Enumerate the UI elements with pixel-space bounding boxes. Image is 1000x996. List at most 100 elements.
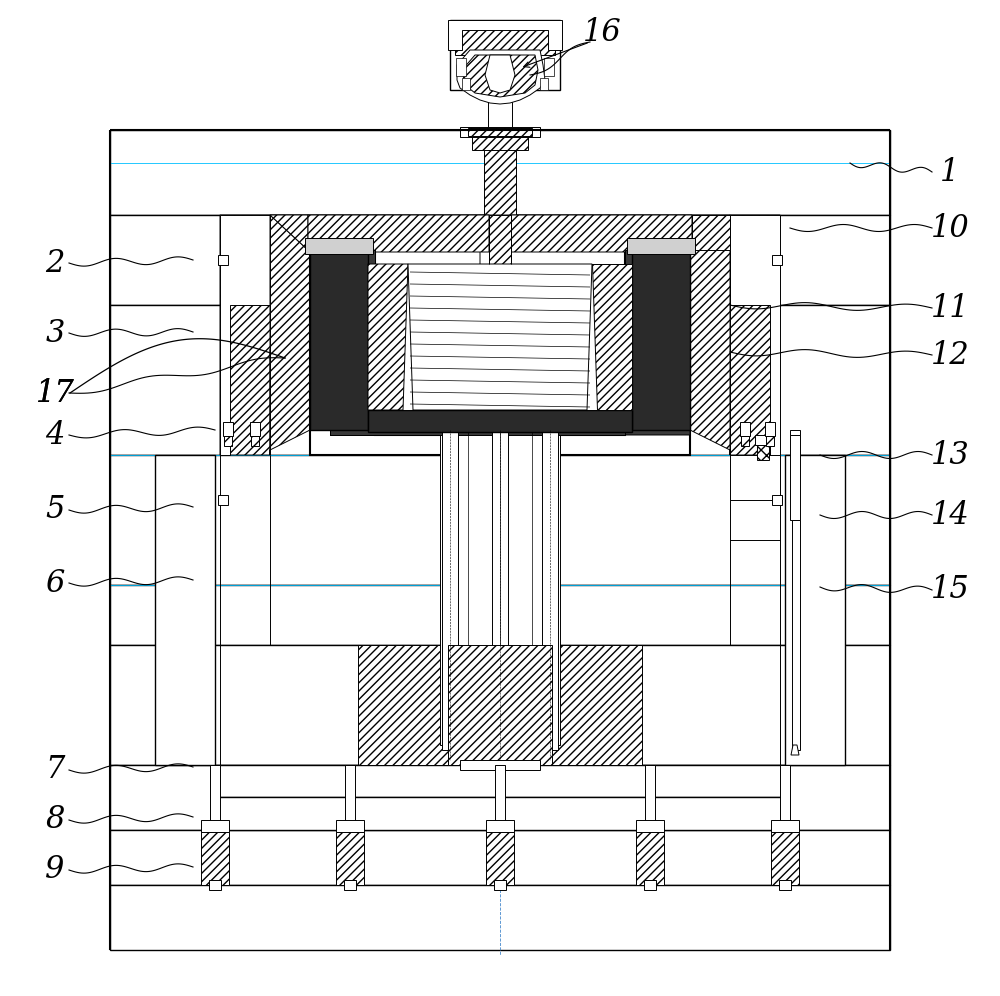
Text: 12: 12 xyxy=(931,340,969,371)
Polygon shape xyxy=(270,215,310,455)
Bar xyxy=(440,430,560,745)
Polygon shape xyxy=(489,215,511,264)
Bar xyxy=(250,422,260,436)
Polygon shape xyxy=(270,215,308,250)
Bar xyxy=(772,495,782,505)
Bar xyxy=(645,765,655,830)
Bar xyxy=(442,430,458,750)
Bar xyxy=(224,436,232,446)
Bar xyxy=(780,765,790,830)
Bar xyxy=(201,820,229,832)
Polygon shape xyxy=(368,264,408,410)
Bar xyxy=(462,78,470,90)
Polygon shape xyxy=(220,215,270,455)
Bar xyxy=(358,645,448,765)
Bar xyxy=(336,820,364,832)
Bar xyxy=(110,130,890,215)
Bar xyxy=(215,797,785,830)
Bar xyxy=(472,130,528,150)
Bar xyxy=(636,832,664,885)
Bar xyxy=(155,455,215,765)
Bar xyxy=(494,880,506,890)
Text: 10: 10 xyxy=(931,212,969,243)
Bar xyxy=(336,832,364,885)
Polygon shape xyxy=(310,252,368,430)
Text: 7: 7 xyxy=(45,755,65,786)
Bar xyxy=(460,127,540,137)
Text: 14: 14 xyxy=(931,500,969,531)
Polygon shape xyxy=(511,215,692,252)
Polygon shape xyxy=(730,455,780,500)
Text: 4: 4 xyxy=(45,419,65,450)
Text: 13: 13 xyxy=(931,439,969,470)
Bar xyxy=(792,520,800,750)
Bar xyxy=(201,832,229,885)
Bar xyxy=(785,455,845,765)
Bar xyxy=(209,880,221,890)
Text: 11: 11 xyxy=(931,293,969,324)
Bar xyxy=(765,422,775,436)
Text: 9: 9 xyxy=(45,855,65,885)
Bar xyxy=(486,832,514,885)
Polygon shape xyxy=(462,55,538,97)
Bar xyxy=(110,885,890,950)
Bar xyxy=(110,305,890,455)
Bar xyxy=(344,880,356,890)
Polygon shape xyxy=(485,55,515,93)
Polygon shape xyxy=(310,250,375,270)
Text: 3: 3 xyxy=(45,318,65,349)
Bar xyxy=(110,645,890,765)
Bar xyxy=(110,455,890,585)
Text: 1: 1 xyxy=(940,156,960,187)
Polygon shape xyxy=(457,50,545,104)
Text: 2: 2 xyxy=(45,247,65,279)
Bar xyxy=(486,820,514,832)
Bar xyxy=(495,765,505,830)
Bar xyxy=(542,430,558,750)
Bar xyxy=(740,422,750,436)
Bar xyxy=(757,445,769,460)
Polygon shape xyxy=(790,430,800,435)
Bar xyxy=(771,832,799,885)
Polygon shape xyxy=(520,215,780,455)
Bar xyxy=(218,495,228,505)
Bar xyxy=(544,58,554,76)
Polygon shape xyxy=(308,215,489,252)
Bar xyxy=(110,765,890,830)
Bar xyxy=(305,238,373,254)
Text: 5: 5 xyxy=(45,494,65,526)
Polygon shape xyxy=(330,415,625,435)
Polygon shape xyxy=(730,215,780,455)
Bar xyxy=(448,645,552,765)
Bar xyxy=(223,422,233,436)
Polygon shape xyxy=(310,250,690,455)
Bar xyxy=(455,25,555,55)
Text: 17: 17 xyxy=(36,377,74,408)
Bar xyxy=(492,430,508,750)
Text: 15: 15 xyxy=(931,575,969,606)
Polygon shape xyxy=(310,250,375,435)
Bar xyxy=(772,255,782,265)
Bar xyxy=(460,760,540,770)
Bar xyxy=(636,820,664,832)
Bar xyxy=(484,150,516,215)
Bar xyxy=(755,435,769,445)
Bar xyxy=(766,436,774,446)
Text: 8: 8 xyxy=(45,805,65,836)
Polygon shape xyxy=(791,745,799,755)
Bar xyxy=(110,585,890,645)
Polygon shape xyxy=(625,250,690,435)
Polygon shape xyxy=(592,264,632,410)
Bar xyxy=(110,830,890,885)
Polygon shape xyxy=(368,410,632,432)
Bar xyxy=(368,264,632,410)
Bar xyxy=(450,20,560,90)
Polygon shape xyxy=(692,215,730,250)
Polygon shape xyxy=(625,250,690,270)
Polygon shape xyxy=(220,215,480,455)
Polygon shape xyxy=(408,264,592,410)
Polygon shape xyxy=(690,215,730,455)
Bar xyxy=(468,128,532,136)
Bar xyxy=(345,765,355,830)
Text: 17: 17 xyxy=(36,377,74,408)
